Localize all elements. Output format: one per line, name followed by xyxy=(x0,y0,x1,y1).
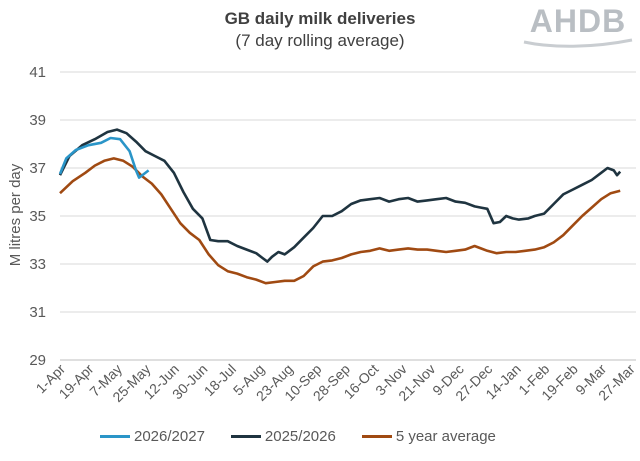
legend: 2026/2027 2025/2026 5 year average xyxy=(100,428,496,445)
y-tick-label: 31 xyxy=(29,304,46,321)
y-tick-label: 41 xyxy=(29,64,46,81)
series-lines xyxy=(58,128,622,285)
legend-item: 2026/2027 xyxy=(100,428,205,445)
y-tick-label: 39 xyxy=(29,112,46,129)
x-axis-ticks: 1-Apr19-Apr7-May25-May12-Jun30-Jun18-Jul… xyxy=(33,361,638,406)
x-tick-label: 18-Jul xyxy=(201,361,239,399)
y-tick-label: 33 xyxy=(29,256,46,273)
y-tick-label: 37 xyxy=(29,160,46,177)
chart-subtitle: (7 day rolling average) xyxy=(235,31,405,50)
y-tick-label: 29 xyxy=(29,352,46,369)
chart-title: GB daily milk deliveries xyxy=(224,9,416,28)
legend-label: 5 year average xyxy=(395,428,496,445)
legend-label: 2026/2027 xyxy=(134,428,205,445)
series-line-2025-2026 xyxy=(58,128,622,263)
y-axis-ticks: 29 31 33 35 37 39 41 xyxy=(29,64,46,369)
gridlines xyxy=(60,71,636,361)
y-axis-label: M litres per day xyxy=(7,163,24,266)
series-line-5-year-average xyxy=(59,157,621,285)
ahdb-logo: AHDB xyxy=(522,2,634,55)
svg-text:AHDB: AHDB xyxy=(530,3,626,39)
y-tick-label: 35 xyxy=(29,208,46,225)
legend-item: 5 year average xyxy=(361,428,496,445)
legend-swatch xyxy=(100,435,130,438)
legend-swatch xyxy=(230,435,261,438)
legend-label: 2025/2026 xyxy=(264,428,336,445)
series-line-2026-2027 xyxy=(58,136,150,179)
legend-swatch xyxy=(361,435,392,438)
legend-item: 2025/2026 xyxy=(230,428,336,445)
